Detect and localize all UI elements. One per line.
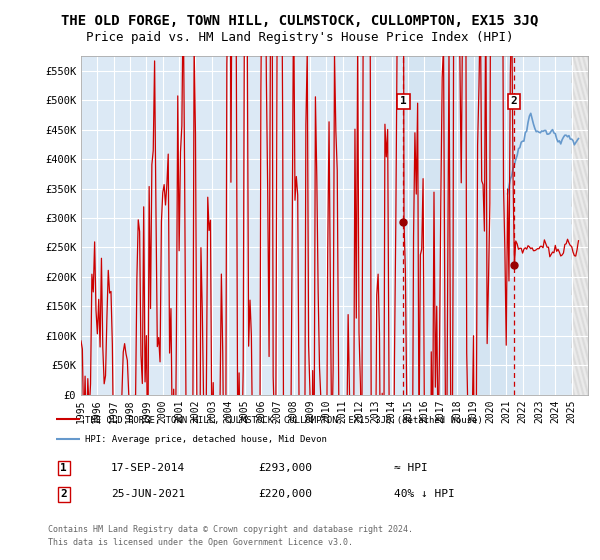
Text: Contains HM Land Registry data © Crown copyright and database right 2024.: Contains HM Land Registry data © Crown c… [48,525,413,534]
Bar [403,56,514,395]
Text: £220,000: £220,000 [258,489,312,499]
Text: THE OLD FORGE, TOWN HILL, CULMSTOCK, CULLOMPTON, EX15 3JQ: THE OLD FORGE, TOWN HILL, CULMSTOCK, CUL… [61,14,539,28]
Text: 1: 1 [400,96,407,106]
Text: THE OLD FORGE, TOWN HILL, CULMSTOCK, CULLOMPTON, EX15 3JQ (detached house): THE OLD FORGE, TOWN HILL, CULMSTOCK, CUL… [85,416,482,424]
Text: 1: 1 [61,463,67,473]
Text: £293,000: £293,000 [258,463,312,473]
Text: ≈ HPI: ≈ HPI [395,463,428,473]
Text: Price paid vs. HM Land Registry's House Price Index (HPI): Price paid vs. HM Land Registry's House … [86,31,514,44]
Text: 40% ↓ HPI: 40% ↓ HPI [395,489,455,499]
Bar [572,56,596,395]
Text: This data is licensed under the Open Government Licence v3.0.: This data is licensed under the Open Gov… [48,538,353,547]
Polygon shape [572,53,596,395]
Point [398,218,408,227]
Point [509,261,519,270]
Text: 2: 2 [511,96,517,106]
Text: 2: 2 [61,489,67,499]
Text: HPI: Average price, detached house, Mid Devon: HPI: Average price, detached house, Mid … [85,435,326,445]
Text: 17-SEP-2014: 17-SEP-2014 [111,463,185,473]
Text: 25-JUN-2021: 25-JUN-2021 [111,489,185,499]
